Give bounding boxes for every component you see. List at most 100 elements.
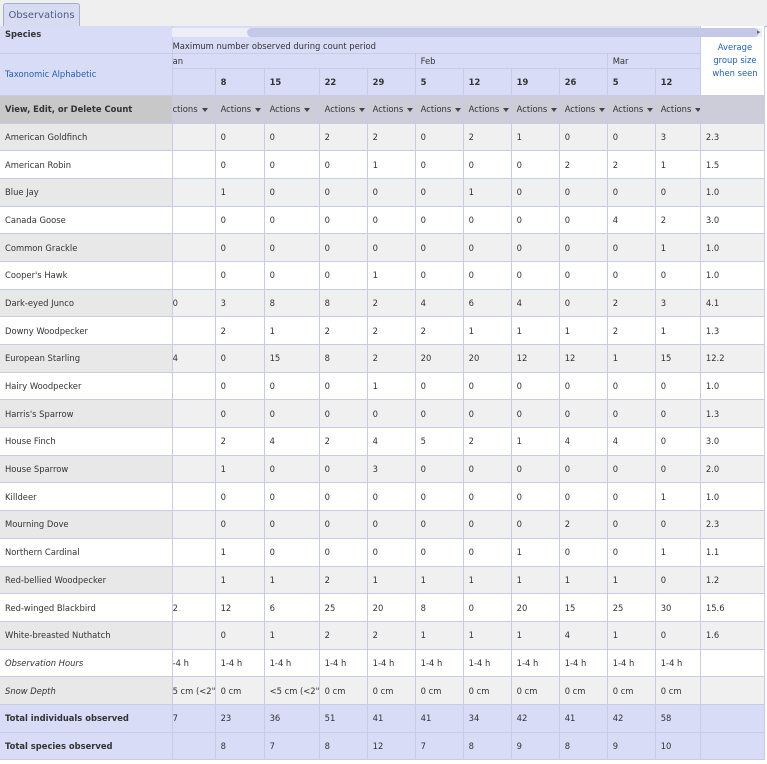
table-row: Downy Woodpecker 2 1 2 2 2 1 1 1 2 1 1.3 — [0, 316, 766, 345]
species-name[interactable]: Common Grackle — [0, 233, 173, 262]
avg-group-size: 2.3 — [700, 510, 766, 539]
caret-down-icon — [304, 107, 311, 112]
species-name[interactable]: Hairy Woodpecker — [0, 372, 173, 401]
table-row: Cooper's Hawk 0 0 0 1 0 0 0 0 0 0 1.0 — [0, 261, 766, 290]
count-cell: 0 — [655, 178, 701, 207]
count-cell — [172, 566, 216, 595]
count-cell: 1 — [655, 482, 701, 512]
count-cell: 1-4 h — [319, 649, 368, 678]
avg-group-size: 1.0 — [700, 482, 766, 512]
avg-group-size — [700, 676, 766, 705]
count-cell — [172, 316, 216, 345]
count-cell: 2 — [655, 206, 701, 235]
actions-dropdown[interactable]: Actions — [415, 95, 464, 124]
count-cell: 0 — [215, 372, 265, 401]
count-cell: 1 — [655, 538, 701, 567]
sort-taxonomic-alphabetic[interactable]: Taxonomic Alphabetic — [0, 53, 173, 96]
species-name[interactable]: American Robin — [0, 150, 173, 179]
species-name[interactable]: European Starling — [0, 344, 173, 373]
actions-dropdown[interactable]: Actions — [655, 95, 701, 124]
count-cell: 30 — [655, 593, 701, 622]
count-cell: 0 — [415, 233, 464, 262]
species-name[interactable]: Red-bellied Woodpecker — [0, 566, 173, 595]
count-cell: 12 — [215, 593, 265, 622]
caret-down-icon — [407, 107, 414, 112]
count-cell: 0 — [319, 206, 368, 235]
count-cell: 0 — [511, 455, 560, 484]
count-cell: 23 — [215, 704, 265, 733]
actions-dropdown[interactable]: Actions — [215, 95, 265, 124]
species-name[interactable]: American Goldfinch — [0, 123, 173, 152]
count-cell: 0 — [415, 261, 464, 290]
day-header: 8 — [215, 68, 265, 96]
count-cell — [172, 482, 216, 512]
actions-dropdown[interactable]: Actions — [264, 95, 320, 124]
count-cell: 1 — [415, 566, 464, 595]
count-cell: 1 — [367, 261, 416, 290]
species-name[interactable]: Total individuals observed — [0, 704, 173, 733]
actions-label: Actions — [324, 104, 356, 114]
species-name[interactable]: Mourning Dove — [0, 510, 173, 539]
species-name[interactable]: White-breasted Nuthatch — [0, 621, 173, 650]
actions-dropdown[interactable]: Actions — [367, 95, 416, 124]
actions-dropdown[interactable]: Actions — [559, 95, 608, 124]
avg-group-size: 1.3 — [700, 316, 766, 345]
species-name[interactable]: Canada Goose — [0, 206, 173, 235]
species-name[interactable]: Total species observed — [0, 732, 173, 761]
count-cell: 0 — [172, 289, 216, 318]
tab-observations[interactable]: Observations — [3, 3, 80, 28]
count-cell: 0 cm — [367, 676, 416, 705]
count-cell: 2 — [319, 316, 368, 345]
table-row: Dark-eyed Junco 0 3 8 8 2 4 6 4 0 2 3 4.1 — [0, 289, 766, 318]
sort-link[interactable]: Taxonomic Alphabetic — [5, 69, 97, 79]
count-cell: 1 — [511, 316, 560, 345]
species-name[interactable]: House Sparrow — [0, 455, 173, 484]
count-cell: 8 — [415, 593, 464, 622]
actions-dropdown[interactable]: ctions — [172, 95, 216, 124]
species-name[interactable]: Blue Jay — [0, 178, 173, 207]
species-name[interactable]: House Finch — [0, 427, 173, 456]
actions-dropdown[interactable]: Actions — [319, 95, 368, 124]
species-name[interactable]: Dark-eyed Junco — [0, 289, 173, 318]
count-cell: 0 — [319, 372, 368, 401]
actions-dropdown[interactable]: Actions — [607, 95, 656, 124]
count-cell: 0 — [319, 178, 368, 207]
month-jan: an — [172, 53, 416, 69]
species-name[interactable]: Northern Cardinal — [0, 538, 173, 567]
day-header: 15 — [264, 68, 320, 96]
table-row: American Goldfinch 0 0 2 2 0 2 1 0 0 3 2.3 — [0, 123, 766, 152]
species-name[interactable]: Observation Hours — [0, 649, 173, 678]
actions-dropdown[interactable]: Actions — [511, 95, 560, 124]
count-cell: 0 cm — [463, 676, 512, 705]
day-header: 5 — [607, 68, 656, 96]
count-cell: 0 — [655, 455, 701, 484]
count-cell — [172, 206, 216, 235]
count-cell: 1 — [463, 566, 512, 595]
count-cell: 1 — [367, 150, 416, 179]
avg-group-size: 1.3 — [700, 399, 766, 429]
actions-label: Actions — [220, 104, 252, 114]
count-cell: 12 — [559, 344, 608, 373]
species-name[interactable]: Harris's Sparrow — [0, 399, 173, 429]
count-cell: 7 — [172, 704, 216, 733]
table-row: Red-winged Blackbird 2 12 6 25 20 8 0 20 15 25 30 15… — [0, 593, 766, 622]
count-cell: 0 — [264, 455, 320, 484]
count-cell: 0 — [264, 538, 320, 567]
actions-dropdown[interactable]: Actions — [463, 95, 512, 124]
horizontal-scrollbar-thumb[interactable] — [247, 28, 759, 37]
avg-group-size — [700, 704, 766, 733]
species-name[interactable]: Snow Depth — [0, 676, 173, 705]
species-name[interactable]: Red-winged Blackbird — [0, 593, 173, 622]
avg-group-size: 1.0 — [700, 261, 766, 290]
species-name[interactable]: Downy Woodpecker — [0, 316, 173, 345]
scroll-right-arrow-icon[interactable]: ▸ — [757, 28, 761, 36]
count-cell: 2 — [607, 150, 656, 179]
day-header: 26 — [559, 68, 608, 96]
count-cell: 0 — [463, 510, 512, 539]
species-name[interactable]: Cooper's Hawk — [0, 261, 173, 290]
species-name[interactable]: Killdeer — [0, 482, 173, 512]
count-cell: 2 — [367, 344, 416, 373]
count-cell: 0 — [463, 261, 512, 290]
table-row: Snow Depth 5 cm (<2") 0 cm <5 cm (<2") 0 cm 0… — [0, 676, 766, 705]
count-cell: 2 — [367, 316, 416, 345]
